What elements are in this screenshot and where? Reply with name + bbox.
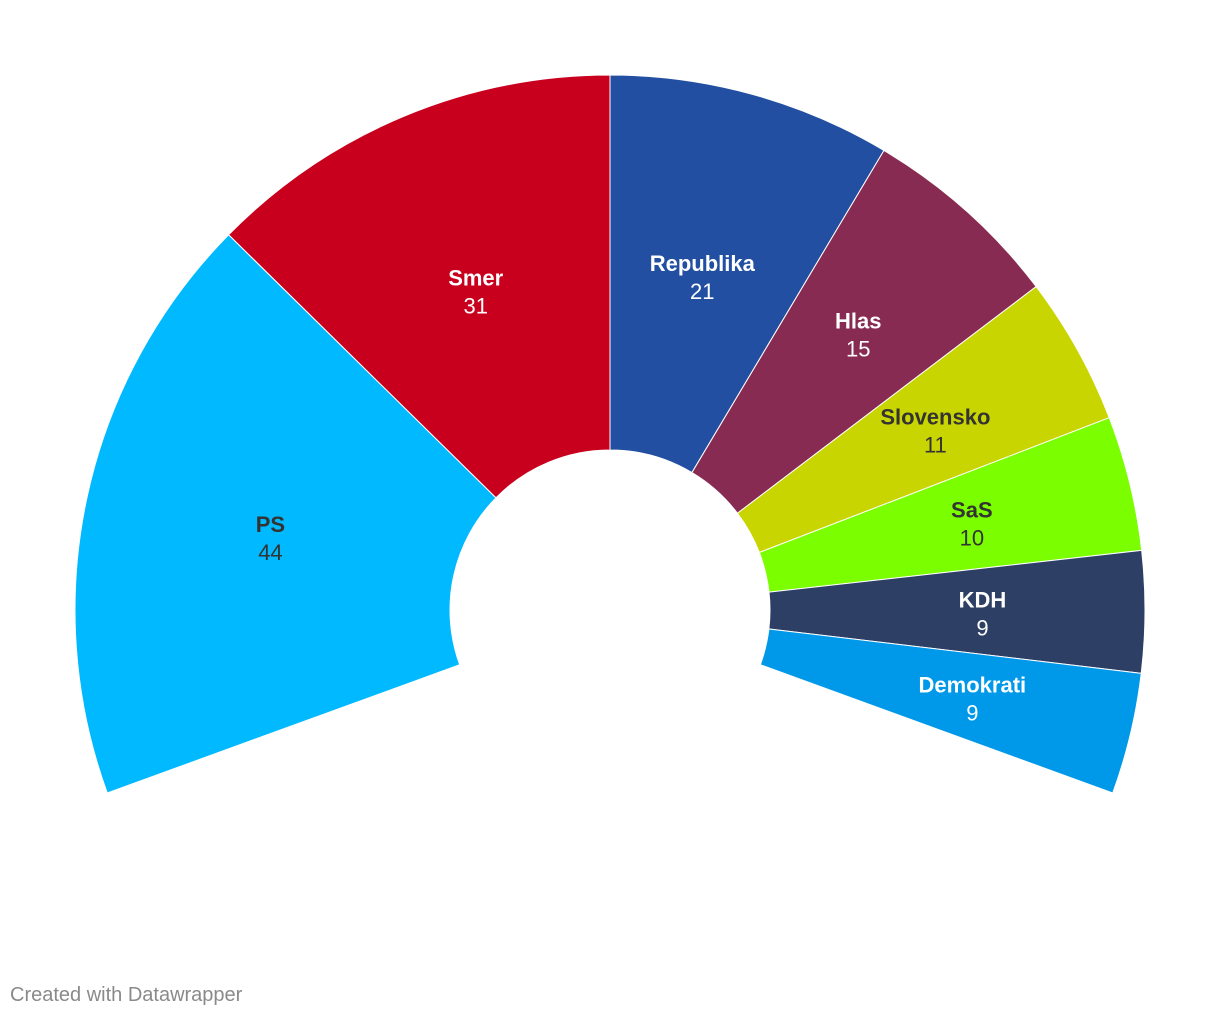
segment-republika[interactable] [609, 74, 885, 474]
segment-label-republika: Republika [650, 251, 756, 276]
segment-label-sas: SaS [951, 498, 993, 523]
segment-hlas[interactable] [691, 149, 1037, 514]
segment-value-demokrati: 9 [966, 700, 978, 725]
segment-value-ps: 44 [258, 540, 282, 565]
chart-labels: PS 44 Smer 31 Republika 21 Hlas 15 Slovensko 11 Sa… [256, 251, 1026, 725]
datawrapper-credit[interactable]: Created with Datawrapper [10, 984, 243, 1006]
segment-smer[interactable] [227, 74, 611, 499]
segment-label-hlas: Hlas [835, 308, 881, 333]
segment-label-demokrati: Demokrati [919, 672, 1027, 697]
segment-value-slovensko: 11 [924, 433, 947, 458]
segment-value-sas: 10 [960, 526, 984, 551]
segment-value-hlas: 15 [846, 336, 870, 361]
segment-value-republika: 21 [690, 279, 714, 304]
segment-demokrati[interactable] [759, 628, 1142, 794]
segment-ps[interactable] [74, 234, 497, 794]
chart-segments [74, 74, 1146, 794]
segment-value-smer: 31 [463, 293, 487, 318]
segment-label-smer: Smer [448, 265, 503, 290]
segment-label-kdh: KDH [959, 587, 1007, 612]
segment-label-slovensko: Slovensko [880, 405, 990, 430]
segment-value-kdh: 9 [976, 615, 988, 640]
segment-label-ps: PS [256, 512, 285, 537]
